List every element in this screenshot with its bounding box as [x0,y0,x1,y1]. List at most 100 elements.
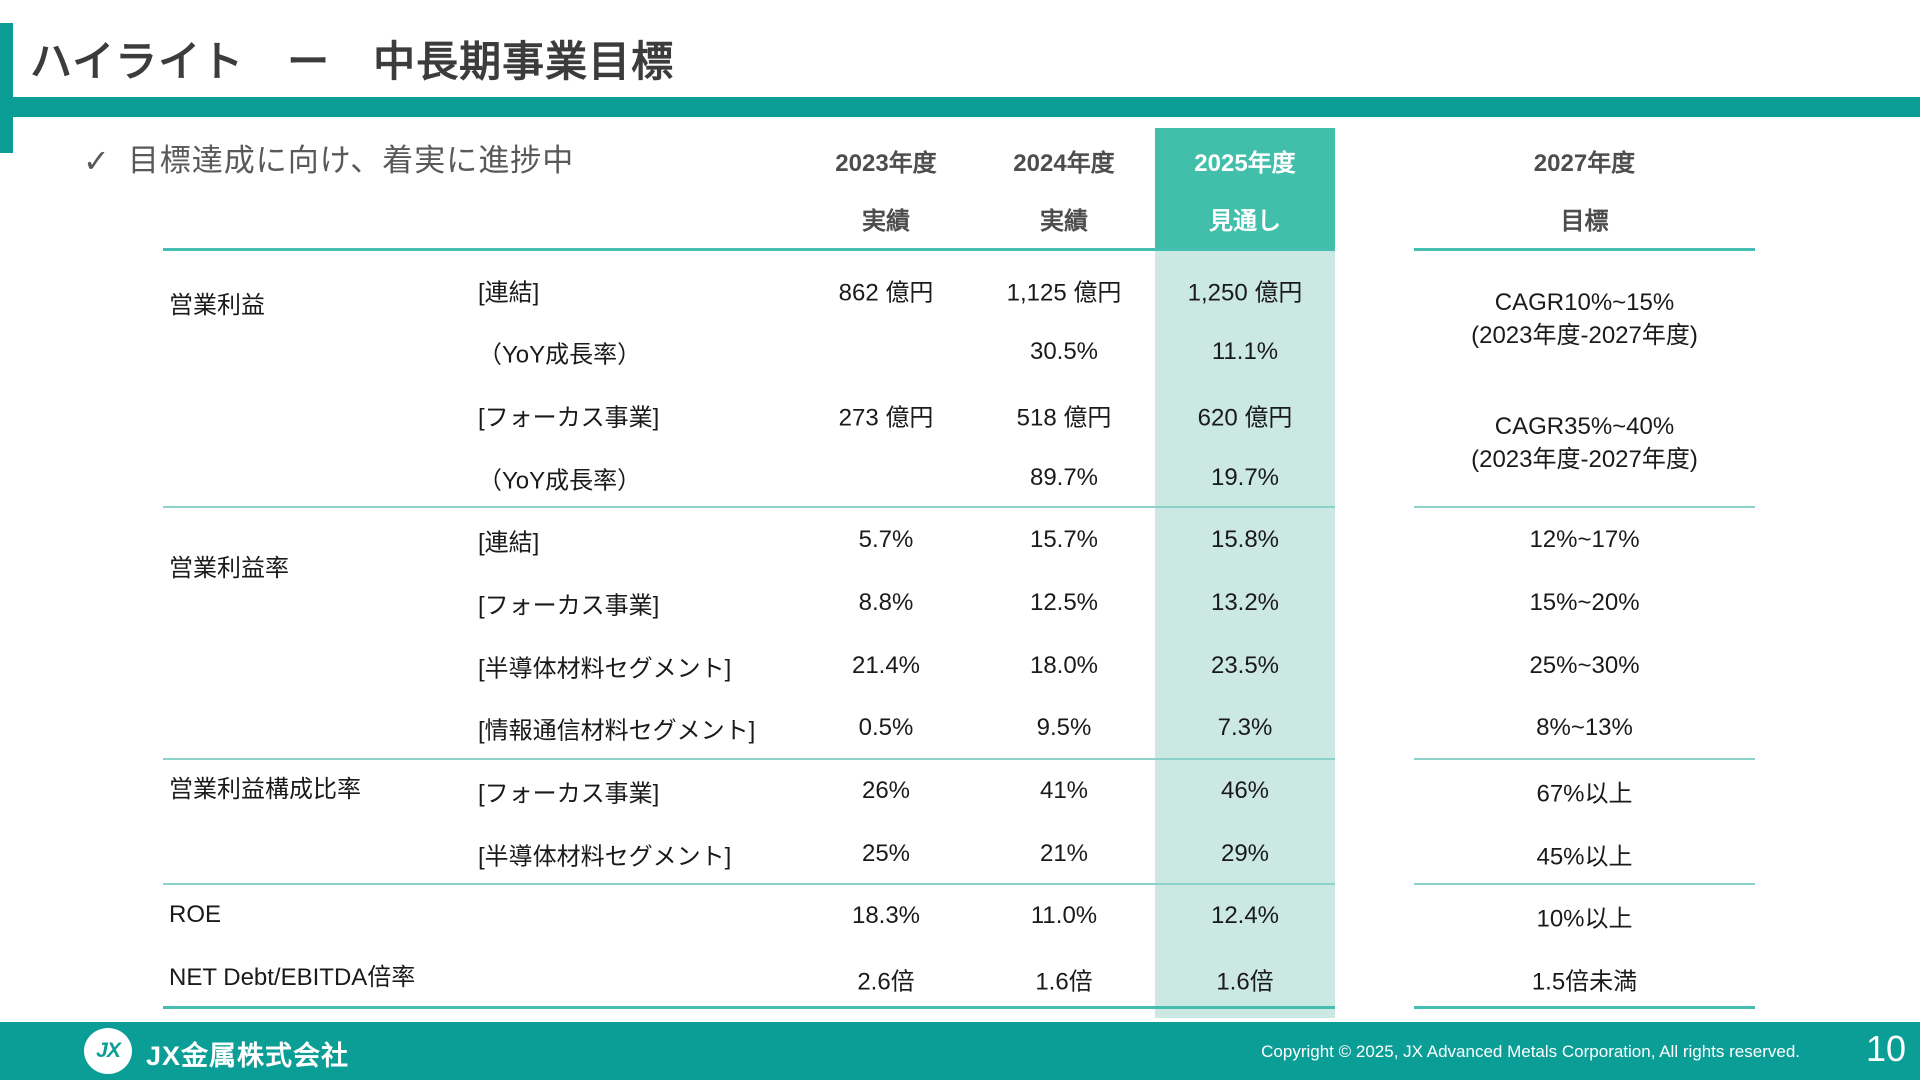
copyright-text: Copyright © 2025, JX Advanced Metals Cor… [1261,1042,1800,1061]
table-row: （YoY成長率） 30.5% 11.1% [0,320,1920,383]
value-fy2024: 1.6倍 [1035,968,1093,995]
row-label: （YoY成長率） [478,341,642,368]
title-accent-bar [0,23,13,153]
column-header-fy2027-year: 2027年度 [1533,150,1636,177]
cagr-period: (2023年度-2027年度) [1471,446,1698,473]
table-row: [連結] 5.7% 15.7% 15.8% 12%~17% [0,508,1920,571]
progress-note: ✓ 目標達成に向け、着実に進捗中 [83,141,574,181]
table-row: [情報通信材料セグメント] 0.5% 9.5% 7.3% 8%~13% [0,696,1920,759]
row-group-operating-profit: 営業利益 [169,292,265,319]
value-fy2027: 8%~13% [1536,713,1633,741]
value-fy2025: 1.6倍 [1216,968,1274,995]
column-header-fy2027-kind: 目標 [1560,208,1609,235]
value-fy2027: 45%以上 [1536,843,1633,870]
value-fy2024: 518 億円 [1016,404,1112,431]
section-separator [163,506,1335,508]
section-separator [1414,758,1755,760]
value-fy2024: 9.5% [1036,713,1092,741]
cagr-period: (2023年度-2027年度) [1471,322,1698,349]
value-fy2023: 21.4% [851,651,921,679]
title-underline-band [13,97,1920,117]
value-fy2024: 21% [1039,839,1089,867]
row-group-roe: ROE [169,901,222,928]
value-fy2025: 29% [1220,839,1270,867]
row-label: [連結] [478,279,540,306]
row-label: [フォーカス事業] [478,780,660,807]
section-separator [1414,506,1755,508]
value-fy2023: 2.6倍 [857,968,915,995]
value-fy2025: 13.2% [1210,588,1280,616]
value-fy2027: 10%以上 [1536,905,1633,932]
value-fy2025: 12.4% [1210,901,1280,929]
section-separator [163,883,1335,885]
value-fy2025: 7.3% [1217,713,1273,741]
value-fy2023: 25% [861,839,911,867]
value-fy2025: 19.7% [1210,463,1280,491]
cagr-value: CAGR10%~15% [1494,289,1675,316]
value-fy2024: 89.7% [1029,463,1099,491]
section-separator [163,758,1335,760]
value-fy2023: 26% [861,776,911,804]
header-rule-fy2027 [1414,248,1755,251]
table-row: [フォーカス事業] 26% 41% 46% 67%以上 [0,759,1920,822]
value-fy2024: 12.5% [1029,588,1099,616]
table-row: （YoY成長率） 89.7% 19.7% [0,446,1920,509]
row-label: [フォーカス事業] [478,592,660,619]
value-fy2024: 41% [1039,776,1089,804]
progress-note-text: 目標達成に向け、着実に進捗中 [127,143,575,178]
row-label: [連結] [478,529,540,556]
checkmark-icon: ✓ [83,143,110,179]
value-fy2023: 0.5% [858,713,914,741]
row-label: [半導体材料セグメント] [478,843,732,870]
row-label: （YoY成長率） [478,467,642,494]
table-row: [フォーカス事業] 273 億円 518 億円 620 億円 [0,383,1920,446]
fy2027-target-cagr-focus: CAGR35%~40% (2023年度-2027年度) [1414,410,1755,476]
value-fy2025: 620 億円 [1197,404,1293,431]
page-title: ハイライト ー 中長期事業目標 [30,38,675,85]
value-fy2024: 18.0% [1029,651,1099,679]
column-header-fy2024-year: 2024年度 [1013,150,1115,177]
value-fy2027: 1.5倍未満 [1531,968,1638,995]
cagr-value: CAGR35%~40% [1494,413,1675,440]
value-fy2025: 46% [1220,776,1270,804]
value-fy2023: 862 億円 [838,279,934,306]
table-row: [半導体材料セグメント] 25% 21% 29% 45%以上 [0,822,1920,885]
value-fy2025: 15.8% [1210,525,1280,553]
value-fy2025: 23.5% [1210,651,1280,679]
value-fy2024: 11.0% [1030,901,1098,929]
section-separator [1414,883,1755,885]
page-number: 10 [1865,1028,1907,1069]
value-fy2027: 12%~17% [1529,525,1640,553]
fy2025-header-box [1155,128,1335,250]
row-label: [半導体材料セグメント] [478,655,732,682]
fy2025-column-highlight [1155,250,1335,1018]
value-fy2025: 11.1% [1211,337,1279,365]
row-group-operating-margin: 営業利益率 [169,555,289,582]
table-row: [フォーカス事業] 8.8% 12.5% 13.2% 15%~20% [0,571,1920,634]
value-fy2024: 1,125 億円 [1006,279,1122,306]
column-header-fy2025-year: 2025年度 [1194,150,1296,177]
fy2027-target-cagr-consolidated: CAGR10%~15% (2023年度-2027年度) [1414,286,1755,352]
company-name: JX金属株式会社 [146,1041,350,1071]
table-bottom-rule-fy2027 [1414,1006,1755,1009]
table-bottom-rule-main [163,1006,1335,1009]
column-header-fy2023-year: 2023年度 [835,150,937,177]
column-header-fy2024-kind: 実績 [1040,208,1088,235]
table-row: 2.6倍 1.6倍 1.6倍 1.5倍未満 [0,947,1920,1010]
row-label: [フォーカス事業] [478,404,660,431]
value-fy2024: 30.5% [1029,337,1099,365]
footer-bar: JX JX金属株式会社 Copyright © 2025, JX Advance… [0,1022,1920,1080]
row-label: [情報通信材料セグメント] [478,717,756,744]
value-fy2023: 8.8% [858,588,914,616]
value-fy2023: 5.7% [858,525,914,553]
column-header-fy2023-kind: 実績 [862,208,910,235]
jx-logo-text: JX [96,1039,121,1062]
table-row: 18.3% 11.0% 12.4% 10%以上 [0,884,1920,947]
table-row: [連結] 862 億円 1,125 億円 1,250 億円 [0,258,1920,321]
value-fy2027: 15%~20% [1529,588,1640,616]
value-fy2023: 273 億円 [838,404,934,431]
value-fy2027: 67%以上 [1536,780,1633,807]
row-group-profit-composition: 営業利益構成比率 [169,776,361,803]
value-fy2027: 25%~30% [1529,651,1640,679]
